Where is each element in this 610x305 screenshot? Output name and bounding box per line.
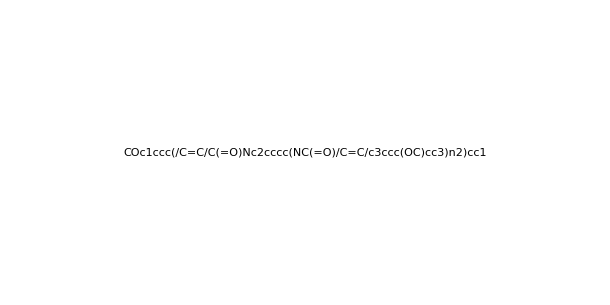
Text: COc1ccc(/C=C/C(=O)Nc2cccc(NC(=O)/C=C/c3ccc(OC)cc3)n2)cc1: COc1ccc(/C=C/C(=O)Nc2cccc(NC(=O)/C=C/c3c…: [123, 148, 487, 157]
